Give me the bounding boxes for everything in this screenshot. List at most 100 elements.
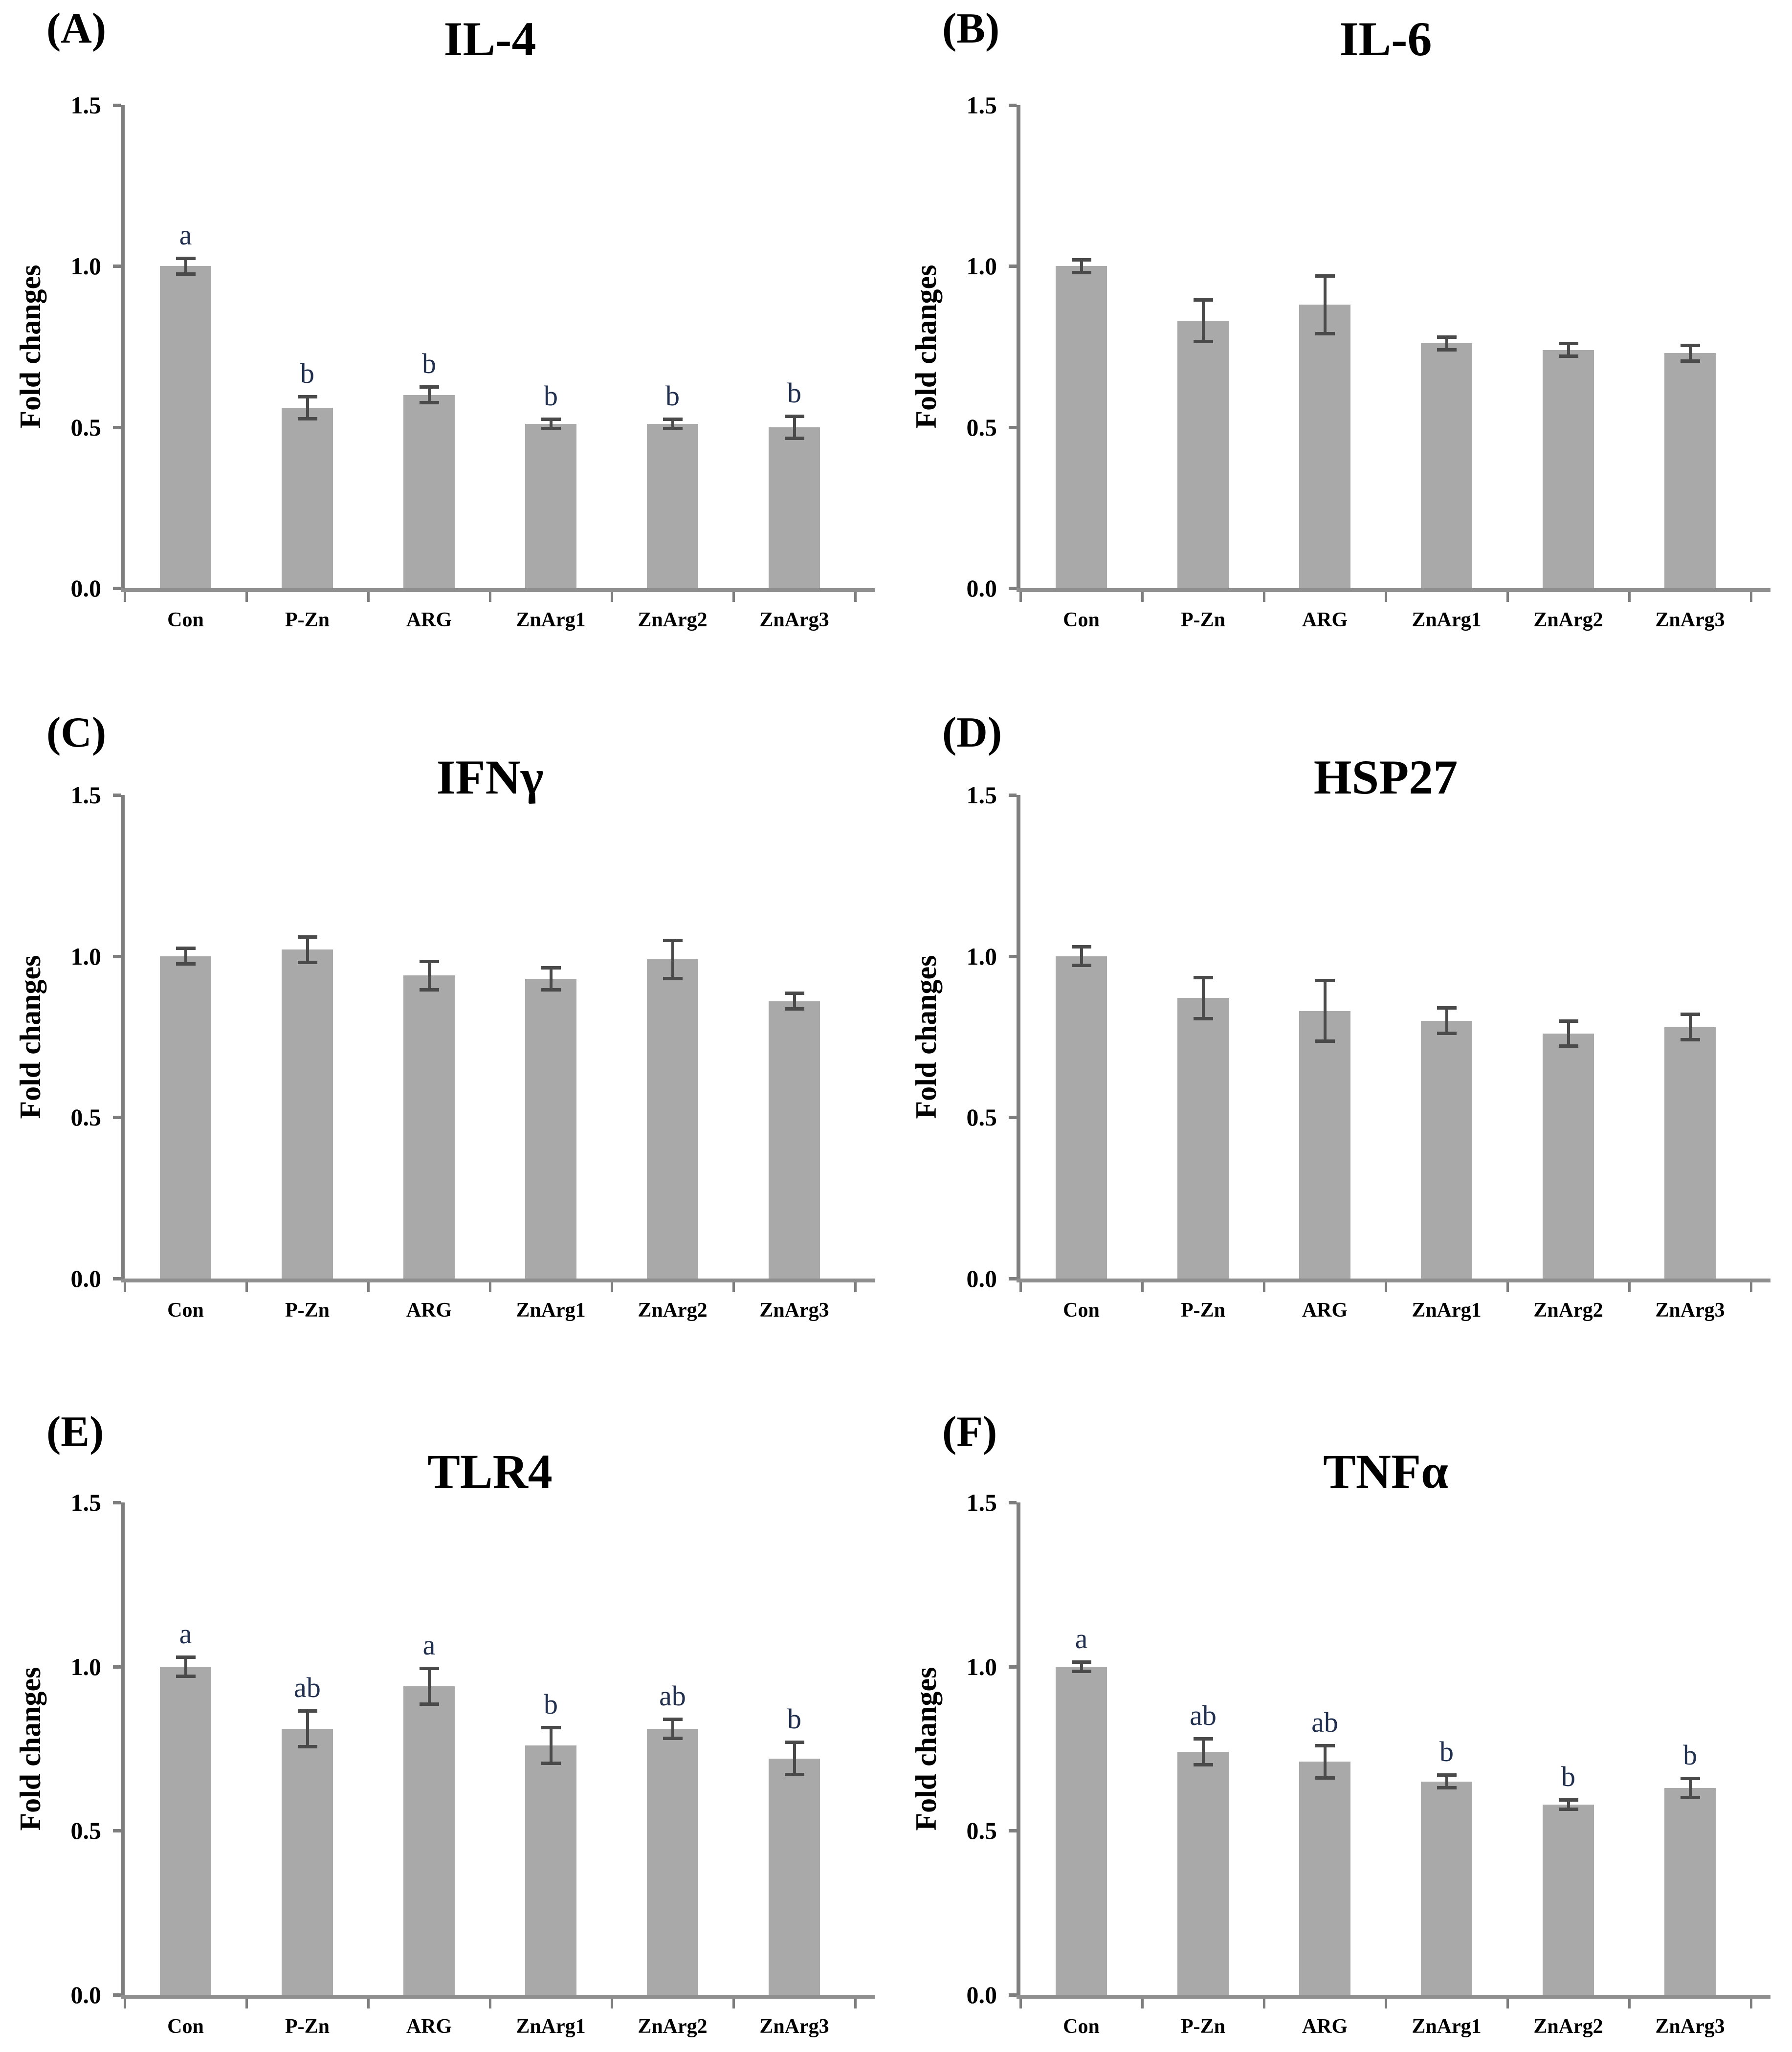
chart-panel: (B) IL-6 Fold changes 1.5 1.0 0.5 0.0 Con P-Z… — [896, 0, 1792, 683]
error-bar-line — [671, 940, 674, 979]
y-tick-label: 1.5 — [70, 1489, 102, 1516]
x-category-label: ZnArg1 — [516, 2015, 586, 2038]
x-tick-mark — [854, 1282, 857, 1292]
error-bar-cap-bottom — [1071, 270, 1091, 274]
error-bar-line — [1201, 977, 1205, 1019]
y-tick-mark — [1009, 104, 1017, 107]
significance-letter: b — [300, 357, 314, 390]
bar — [647, 1729, 698, 1995]
error-bar-cap-bottom — [663, 976, 683, 980]
significance-letter: ab — [659, 1680, 686, 1712]
significance-letter: b — [1561, 1760, 1575, 1792]
bar — [1056, 956, 1107, 1279]
bar — [1299, 305, 1350, 588]
bar — [1299, 1762, 1350, 1995]
panel-letter: (D) — [942, 709, 1002, 756]
chart-panel: (C) IFNγ Fold changes 1.5 1.0 0.5 0.0 Con P-Z… — [0, 684, 896, 1368]
chart-panel: (D) HSP27 Fold changes 1.5 1.0 0.5 0.0 Con P-… — [896, 684, 1792, 1368]
x-tick-mark — [854, 1999, 857, 2008]
y-tick-label: 0.5 — [70, 1817, 102, 1845]
y-tick-mark — [113, 1116, 121, 1120]
x-tick-mark — [1263, 1999, 1265, 2008]
y-tick-label: 0.5 — [966, 1103, 997, 1131]
y-tick-mark — [1009, 587, 1017, 590]
error-bar-cap-top — [419, 959, 439, 963]
y-tick-label: 1.5 — [966, 781, 997, 809]
x-tick-mark — [124, 1282, 126, 1292]
x-category-label: P-Zn — [1180, 1299, 1225, 1322]
x-category-label: ZnArg1 — [516, 1299, 586, 1322]
y-axis-line — [121, 795, 125, 1282]
bar — [1664, 1027, 1716, 1279]
error-bar-line — [1080, 260, 1083, 273]
y-axis-line — [121, 1502, 125, 1999]
error-bar-line — [1201, 300, 1205, 342]
error-bar-line — [184, 258, 187, 274]
x-category-label: Con — [1063, 1299, 1100, 1322]
error-bar-line — [1445, 1008, 1448, 1034]
y-tick-mark — [113, 1501, 121, 1504]
x-category-label: ZnArg1 — [516, 609, 586, 631]
x-category-label: ZnArg3 — [1655, 1299, 1725, 1322]
y-tick-label: 1.0 — [70, 252, 102, 280]
bar — [160, 1666, 211, 1995]
x-tick-mark — [611, 1999, 613, 2008]
x-category-label: ZnArg3 — [759, 2015, 829, 2038]
y-axis-line — [1017, 795, 1020, 1282]
error-bar-cap-top — [1315, 274, 1335, 278]
error-bar-line — [549, 967, 553, 990]
bar — [1543, 1804, 1594, 1995]
x-tick-mark — [489, 1282, 491, 1292]
x-category-label: P-Zn — [285, 1299, 330, 1322]
x-category-label: Con — [1063, 609, 1100, 631]
error-bar-cap-top — [297, 1709, 317, 1713]
y-tick-mark — [1009, 1829, 1017, 1833]
y-tick-label: 0.5 — [966, 413, 997, 441]
y-tick-label: 1.0 — [70, 942, 102, 970]
y-axis-label: Fold changes — [14, 1666, 46, 1831]
error-bar-line — [306, 1711, 309, 1747]
error-bar-line — [1323, 980, 1327, 1042]
y-tick-mark — [1009, 1277, 1017, 1280]
significance-letter: a — [422, 1629, 436, 1661]
x-tick-mark — [732, 1999, 735, 2008]
y-tick-label: 1.0 — [966, 942, 997, 970]
error-bar-cap-top — [1193, 975, 1213, 979]
x-tick-mark — [1750, 1999, 1752, 2008]
error-bar-line — [1567, 1020, 1570, 1047]
y-tick-label: 0.0 — [966, 1265, 997, 1292]
error-bar-cap-bottom — [1437, 1786, 1457, 1790]
error-bar-cap-bottom — [663, 1737, 683, 1741]
bar — [1421, 343, 1472, 588]
bar — [1056, 1666, 1107, 1995]
error-bar-cap-bottom — [541, 988, 561, 992]
x-tick-mark — [1019, 1999, 1022, 2008]
x-tick-mark — [1385, 1282, 1387, 1292]
y-tick-label: 0.5 — [70, 1103, 102, 1131]
y-tick-mark — [113, 1665, 121, 1669]
x-tick-mark — [1750, 1282, 1752, 1292]
error-bar-line — [427, 1668, 431, 1704]
error-bar-cap-top — [663, 418, 683, 421]
y-tick-label: 1.5 — [966, 1489, 997, 1516]
error-bar-cap-top — [419, 1667, 439, 1671]
x-tick-mark — [489, 592, 491, 602]
chart-panel: (E) TLR4 Fold changes 1.5 1.0 0.5 0.0 a Con ab… — [0, 1369, 896, 2052]
bar — [403, 1686, 455, 1995]
error-bar-cap-bottom — [1558, 1044, 1578, 1048]
error-bar-cap-top — [784, 414, 804, 418]
error-bar-cap-bottom — [297, 417, 317, 421]
x-category-label: ZnArg3 — [759, 609, 829, 631]
panel-title: IL-6 — [1339, 12, 1432, 66]
x-tick-mark — [1141, 1999, 1144, 2008]
x-category-label: P-Zn — [285, 609, 330, 631]
x-category-label: Con — [167, 1299, 204, 1322]
significance-letter: ab — [1190, 1699, 1217, 1732]
x-category-label: ZnArg2 — [638, 1299, 708, 1322]
error-bar-line — [1201, 1739, 1205, 1765]
error-bar-cap-bottom — [1071, 964, 1091, 968]
bar — [282, 1729, 333, 1995]
error-bar-cap-bottom — [541, 1761, 561, 1765]
x-category-label: ZnArg2 — [1533, 1299, 1603, 1322]
error-bar-cap-top — [1193, 1737, 1213, 1741]
